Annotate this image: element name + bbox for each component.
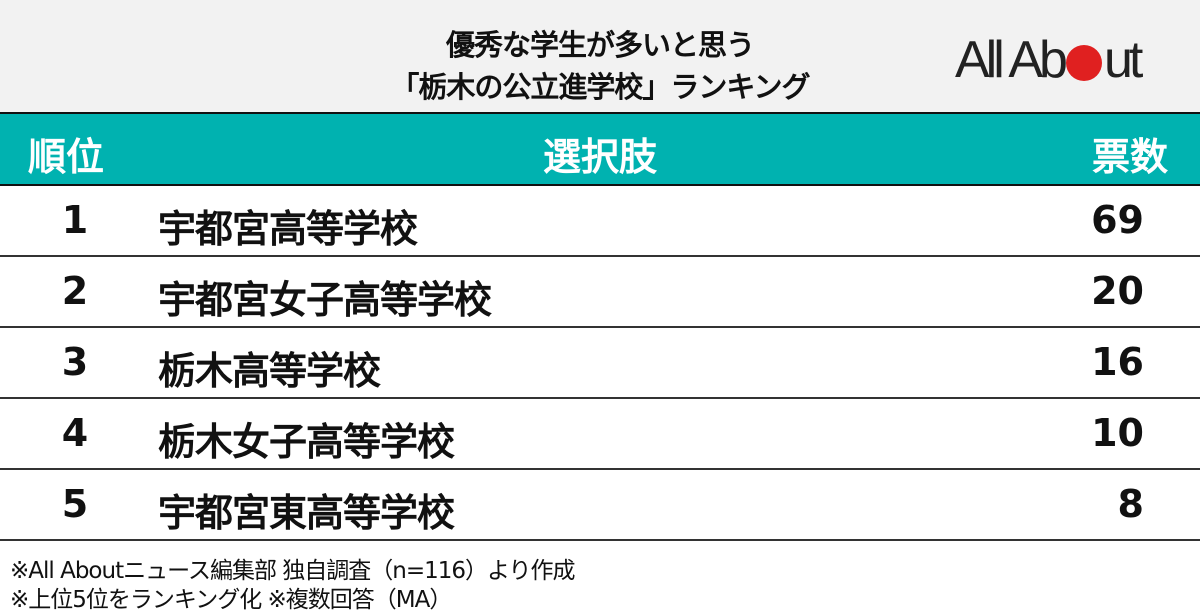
votes-cell: 16 xyxy=(1091,340,1144,384)
header-choice: 選択肢 xyxy=(542,135,657,179)
footnote-method: ※上位5位をランキング化 ※複数回答（MA） xyxy=(10,587,452,613)
votes-cell: 10 xyxy=(1091,411,1144,455)
logo-red-dot-icon xyxy=(1065,45,1102,81)
votes-cell: 20 xyxy=(1091,269,1144,313)
title-area: 優秀な学生が多いと思う 「栃木の公立進学校」ランキング All Ab ut xyxy=(0,0,1200,114)
table-row: 2 宇都宮女子高等学校 20 xyxy=(0,257,1200,328)
title-line-1: 優秀な学生が多いと思う xyxy=(445,28,755,62)
choice-cell: 宇都宮高等学校 xyxy=(158,207,418,251)
table-row: 3 栃木高等学校 16 xyxy=(0,328,1200,399)
table-header: 選択肢 順位 票数 xyxy=(0,114,1200,186)
rank-cell: 1 xyxy=(61,198,89,242)
rank-cell: 5 xyxy=(61,482,89,526)
title-line-2: 「栃木の公立進学校」ランキング xyxy=(390,70,810,104)
table-row: 5 宇都宮東高等学校 8 xyxy=(0,470,1200,541)
votes-cell: 8 xyxy=(1117,482,1144,526)
choice-cell: 宇都宮女子高等学校 xyxy=(158,278,492,322)
choice-cell: 栃木高等学校 xyxy=(158,349,381,393)
votes-cell: 69 xyxy=(1091,198,1144,242)
choice-cell: 栃木女子高等学校 xyxy=(158,420,455,464)
footnote-source: ※All Aboutニュース編集部 独自調査（n=116）より作成 xyxy=(10,558,576,584)
table-body: 1 宇都宮高等学校 69 2 宇都宮女子高等学校 20 3 栃木高等学校 16 4 栃木女子高等学校… xyxy=(0,186,1200,541)
header-votes: 票数 xyxy=(1091,135,1168,179)
choice-cell: 宇都宮東高等学校 xyxy=(158,491,455,535)
table-row: 4 栃木女子高等学校 10 xyxy=(0,399,1200,470)
rank-cell: 4 xyxy=(61,411,89,455)
table-row: 1 宇都宮高等学校 69 xyxy=(0,186,1200,257)
rank-cell: 3 xyxy=(61,340,89,384)
header-rank: 順位 xyxy=(28,135,105,179)
rank-cell: 2 xyxy=(61,269,89,313)
all-about-logo: All Ab ut xyxy=(955,31,1143,89)
